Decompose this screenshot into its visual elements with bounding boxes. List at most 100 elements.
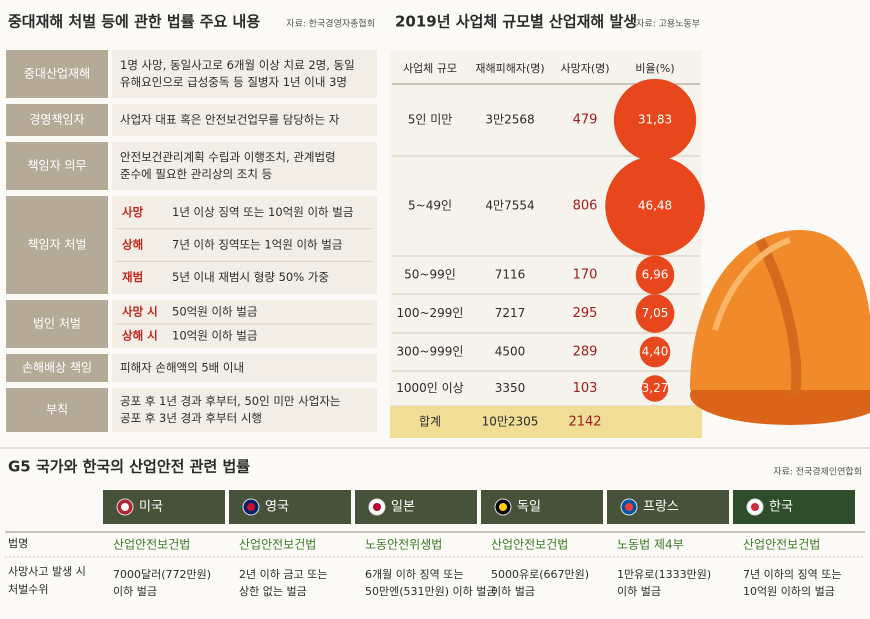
law-name: 노동안전위생법 bbox=[365, 538, 442, 552]
row-label: 경영책임자 bbox=[29, 112, 84, 127]
law-name: 산업안전보건법 bbox=[743, 538, 820, 552]
row-label-box bbox=[6, 142, 108, 190]
deaths-cell: 806 bbox=[573, 199, 598, 214]
item-text: 7년 이하 징역또는 1억원 이하 벌금 bbox=[172, 238, 342, 252]
row-text: 공포 후 3년 경과 후부터 시행 bbox=[120, 411, 262, 425]
penalty: 1만유로(1333만원) bbox=[617, 568, 711, 581]
row-head: 처벌수위 bbox=[8, 583, 48, 596]
penalty: 이하 벌금 bbox=[617, 584, 661, 598]
flag-mark bbox=[121, 503, 129, 511]
row-label-box bbox=[6, 104, 108, 136]
ratio-label: 31,83 bbox=[638, 113, 672, 127]
row-label: 책임자 처벌 bbox=[27, 237, 86, 252]
right-title: 2019년 사업체 규모별 산업재해 발생 bbox=[395, 13, 637, 31]
ratio-bubble bbox=[635, 255, 675, 295]
bottom-title: G5 국가와 한국의 산업안전 관련 법률 bbox=[8, 458, 250, 476]
penalty: 이하 벌금 bbox=[491, 584, 535, 598]
item-text: 1년 이상 징역 또는 10억원 이하 벌금 bbox=[172, 205, 353, 219]
penalty: 7000달러(772만원) bbox=[113, 568, 211, 581]
law-name: 산업안전보건법 bbox=[113, 538, 190, 552]
row-label-box bbox=[6, 354, 108, 382]
item-label: 재범 bbox=[122, 270, 143, 284]
size-cell: 1000인 이상 bbox=[396, 381, 463, 395]
penalty: 5000유로(667만원) bbox=[491, 568, 589, 581]
item-label: 사망 bbox=[122, 205, 144, 219]
left-title: 중대재해 처벌 등에 관한 법률 주요 내용 bbox=[8, 13, 260, 31]
deaths-cell: 295 bbox=[573, 306, 598, 321]
row-content-box bbox=[112, 196, 377, 294]
left-source: 자료: 한국경영자총협회 bbox=[286, 18, 375, 30]
row-head: 사망사고 발생 시 bbox=[8, 565, 86, 578]
flag-mark bbox=[499, 503, 507, 511]
deaths-cell: 170 bbox=[573, 268, 598, 283]
ratio-bubble bbox=[641, 375, 669, 402]
ratio-label: 46,48 bbox=[638, 199, 672, 213]
total-victims: 10만2305 bbox=[482, 415, 539, 429]
deaths-cell: 479 bbox=[573, 113, 598, 128]
helmet bbox=[690, 230, 870, 425]
country-name: 독일 bbox=[517, 500, 541, 515]
country-name: 일본 bbox=[391, 500, 415, 515]
row-text: 준수에 필요한 관리상의 조치 등 bbox=[120, 167, 272, 181]
size-cell: 5인 미만 bbox=[408, 113, 453, 127]
row-label: 중대산업재해 bbox=[24, 67, 90, 81]
flag-mark bbox=[373, 503, 381, 511]
row-content-box bbox=[112, 104, 377, 136]
penalty: 2년 이하 금고 또는 bbox=[239, 567, 327, 581]
row-text: 공포 후 1년 경과 후부터, 50인 미만 사업자는 bbox=[120, 394, 340, 408]
row-content-box bbox=[112, 142, 377, 190]
victims-cell: 7116 bbox=[495, 268, 526, 282]
row-head: 법명 bbox=[8, 537, 28, 550]
row-text: 안전보건관리계획 수립과 이행조치, 관계법령 bbox=[120, 150, 336, 164]
country-name: 한국 bbox=[769, 500, 793, 515]
ratio-label: 3,27 bbox=[642, 381, 669, 395]
victims-cell: 3350 bbox=[495, 381, 526, 395]
ratio-bubble bbox=[635, 294, 675, 333]
ratio-bubble bbox=[605, 156, 705, 256]
size-cell: 300~999인 bbox=[397, 345, 464, 359]
ratio-bubble bbox=[639, 336, 671, 368]
country-name: 미국 bbox=[139, 500, 163, 515]
col-header: 사망자(명) bbox=[560, 62, 609, 75]
row-label-box bbox=[6, 196, 108, 294]
size-cell: 100~299인 bbox=[397, 306, 464, 320]
row-text: 피해자 손해액의 5배 이내 bbox=[120, 361, 244, 375]
item-text: 50억원 이하 벌금 bbox=[172, 305, 257, 319]
row-label: 법인 처벌 bbox=[33, 317, 81, 331]
row-label: 책임자 의무 bbox=[27, 158, 86, 173]
country-name: 프랑스 bbox=[643, 500, 679, 515]
victims-cell: 7217 bbox=[495, 306, 526, 320]
row-content-box bbox=[112, 50, 377, 98]
row-label-box bbox=[6, 388, 108, 432]
row-content-box bbox=[112, 354, 377, 382]
penalty: 50만엔(531만원) 이하 벌금 bbox=[365, 584, 497, 598]
row-label: 손해배상 책임 bbox=[22, 360, 92, 375]
col-header: 사업체 규모 bbox=[403, 62, 457, 75]
item-label: 상해 시 bbox=[122, 329, 158, 343]
deaths-cell: 103 bbox=[573, 381, 598, 396]
row-label-box bbox=[6, 300, 108, 348]
penalty: 7년 이하의 징역 또는 bbox=[743, 567, 841, 581]
size-cell: 50~99인 bbox=[404, 268, 456, 282]
bottom-source: 자료: 전국경제인연합회 bbox=[773, 466, 862, 478]
ratio-label: 6,96 bbox=[642, 268, 669, 282]
row-label: 부칙 bbox=[46, 403, 68, 417]
flag-mark bbox=[247, 503, 255, 511]
item-label: 사망 시 bbox=[122, 305, 158, 319]
item-label: 상해 bbox=[122, 238, 143, 252]
flag-mark bbox=[751, 503, 759, 511]
deaths-cell: 289 bbox=[573, 345, 598, 360]
flag-mark bbox=[625, 503, 633, 511]
item-text: 5년 이내 재범시 형량 50% 가중 bbox=[172, 270, 329, 284]
total-deaths: 2142 bbox=[568, 415, 601, 430]
row-text: 유해요인으로 급성중독 등 질병자 1년 이내 3명 bbox=[120, 75, 347, 89]
penalty: 6개월 이하 징역 또는 bbox=[365, 567, 463, 581]
right-source: 자료: 고용노동부 bbox=[636, 19, 700, 30]
ratio-bubble bbox=[613, 78, 697, 162]
victims-cell: 3만2568 bbox=[485, 113, 534, 127]
penalty: 상한 없는 벌금 bbox=[239, 585, 307, 598]
row-text: 사업자 대표 혹은 안전보건업무를 담당하는 자 bbox=[120, 113, 340, 127]
row-text: 1명 사망, 동일사고로 6개월 이상 치료 2명, 동일 bbox=[120, 58, 355, 72]
law-name: 산업안전보건법 bbox=[239, 538, 316, 552]
